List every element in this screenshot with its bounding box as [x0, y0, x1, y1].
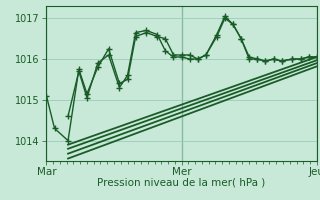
X-axis label: Pression niveau de la mer( hPa ): Pression niveau de la mer( hPa ) — [98, 178, 266, 188]
